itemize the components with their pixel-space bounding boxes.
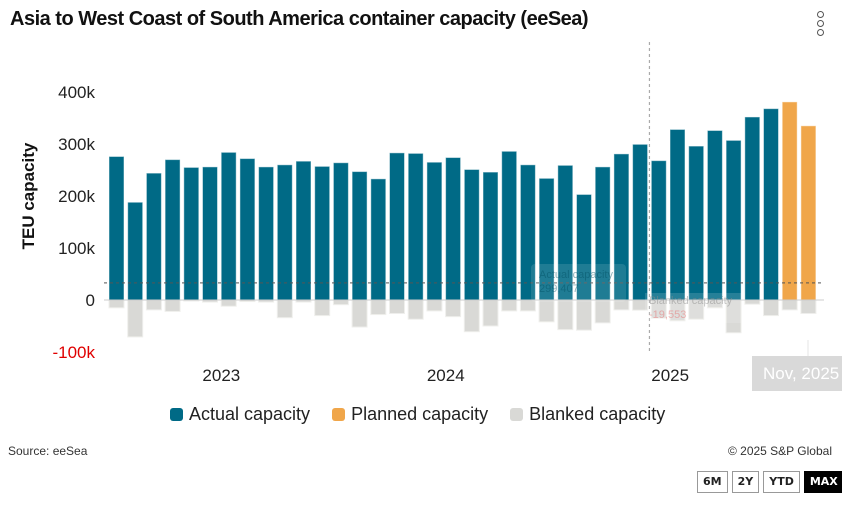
y-tick-label: 0 — [86, 291, 95, 310]
bar-actual — [127, 201, 144, 301]
bar-blanked — [276, 299, 293, 319]
bar-blanked — [407, 299, 424, 320]
y-tick-label: -100k — [52, 343, 95, 362]
bar-blanked — [145, 299, 162, 311]
legend-label-actual: Actual capacity — [189, 404, 311, 424]
x-tick-label: 2024 — [427, 366, 465, 385]
y-tick-label: 100k — [58, 239, 95, 258]
range-button-max[interactable]: MAX — [803, 471, 842, 493]
bar-actual — [314, 165, 331, 301]
bar-actual — [426, 161, 443, 301]
bar-blanked — [463, 299, 480, 333]
bar-blanked — [763, 299, 779, 317]
bar-planned — [800, 125, 817, 301]
legend-label-planned: Planned capacity — [351, 404, 489, 424]
y-tick-label: 300k — [58, 135, 95, 154]
legend-swatch-blanked — [510, 408, 524, 421]
range-button-6m[interactable]: 6M — [697, 471, 728, 493]
bar-actual — [501, 150, 518, 301]
bar-actual — [258, 166, 275, 301]
legend-item-blanked[interactable]: Blanked capacity — [510, 404, 665, 425]
legend-label-blanked: Blanked capacity — [529, 404, 666, 424]
bar-actual — [108, 155, 125, 301]
bar-actual — [744, 116, 761, 301]
tooltip-actual-value: 299,407 — [539, 283, 579, 295]
y-axis-title: TEU capacity — [19, 142, 38, 249]
legend-item-planned[interactable]: Planned capacity — [332, 404, 488, 425]
bar-blanked — [482, 299, 499, 327]
bar-actual — [482, 171, 499, 301]
bar-blanked — [314, 299, 331, 317]
range-selector: 6M 2Y YTD MAX — [697, 471, 842, 493]
bar-blanked — [781, 299, 798, 311]
bar-actual — [763, 108, 779, 301]
bar-actual — [370, 178, 387, 301]
bar-blanked — [501, 299, 518, 312]
x-tick-label: 2025 — [651, 366, 689, 385]
legend-swatch-actual — [170, 408, 183, 421]
range-button-ytd[interactable]: YTD — [763, 471, 800, 493]
chart-legend: Actual capacity Planned capacity Blanked… — [170, 404, 665, 425]
chart-plot: 400k 300k 200k 100k 0 -100k TEU capacity 2023 20… — [19, 42, 824, 385]
bar-actual — [407, 152, 424, 301]
bar-blanked — [332, 299, 349, 306]
source-note: Source: eeSea — [8, 444, 88, 458]
bar-blanked — [426, 299, 443, 312]
range-button-2y[interactable]: 2Y — [731, 471, 760, 493]
bar-blanked — [351, 299, 368, 328]
legend-swatch-planned — [332, 408, 346, 421]
bar-actual — [688, 145, 705, 301]
bar-actual — [445, 157, 462, 301]
bar-actual — [164, 159, 181, 301]
bar-planned — [781, 101, 798, 301]
copyright-note: © 2025 S&P Global — [727, 444, 832, 458]
tooltip-actual-capacity: Actual capacity 299,407 — [531, 264, 626, 302]
bar-blanked — [389, 299, 405, 315]
bar-blanked — [108, 299, 125, 309]
bar-actual — [650, 160, 667, 301]
bar-actual — [276, 164, 293, 301]
bar-actual — [183, 166, 200, 301]
bar-actual — [463, 168, 480, 301]
bar-blanked — [594, 299, 611, 324]
y-tick-label: 400k — [58, 83, 95, 102]
bar-actual — [239, 158, 256, 301]
bar-actual — [706, 129, 723, 301]
tooltip-actual-label: Actual capacity — [539, 269, 613, 281]
bar-blanked — [800, 299, 817, 315]
bar-blanked — [127, 299, 144, 338]
bar-actual — [145, 172, 162, 301]
bar-actual — [295, 160, 312, 301]
bar-blanked — [538, 299, 555, 323]
y-tick-label: 200k — [58, 187, 95, 206]
x-tick-label: 2023 — [202, 366, 240, 385]
tooltip-blanked-capacity: Blanked capacity -19,553 — [645, 293, 745, 323]
bar-actual — [351, 171, 368, 301]
legend-item-actual[interactable]: Actual capacity — [170, 404, 310, 425]
bar-actual — [389, 152, 405, 301]
bar-actual — [220, 151, 237, 301]
bar-blanked — [576, 299, 592, 331]
bar-blanked — [445, 299, 462, 318]
tooltip-date: Nov, 2025 — [752, 356, 842, 391]
kebab-menu-icon[interactable] — [812, 10, 828, 36]
bar-blanked — [164, 299, 181, 312]
bar-blanked — [370, 299, 387, 316]
bar-actual — [332, 162, 349, 301]
bar-blanked — [557, 299, 574, 331]
bar-actual — [632, 143, 649, 301]
bar-blanked — [744, 299, 761, 305]
tooltip-blanked-value: -19,553 — [649, 309, 687, 321]
bar-actual — [725, 139, 742, 301]
tooltip-blanked-label: Blanked capacity — [649, 295, 733, 307]
bar-blanked — [220, 299, 237, 307]
bar-actual — [669, 128, 686, 301]
bar-actual — [202, 166, 218, 301]
chart-title: Asia to West Coast of South America cont… — [10, 8, 589, 30]
